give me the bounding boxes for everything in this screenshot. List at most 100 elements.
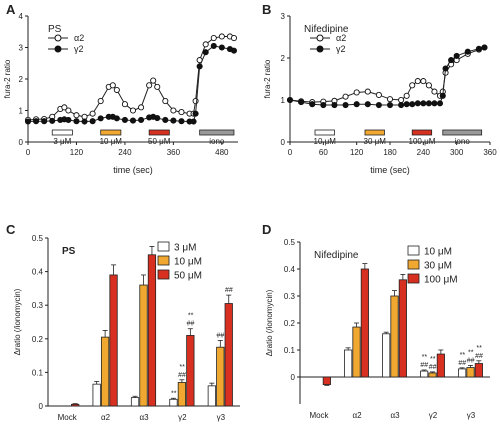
x-tick-label: 240 xyxy=(118,148,132,157)
data-point xyxy=(162,116,169,123)
stimulus-label: iono xyxy=(209,137,225,146)
data-point xyxy=(464,48,471,55)
data-point xyxy=(65,107,72,114)
data-point xyxy=(436,100,444,107)
data-point xyxy=(89,118,96,125)
bar xyxy=(207,385,216,407)
y-tick-label: 0.1 xyxy=(32,368,44,377)
stimulus-bar xyxy=(314,129,335,136)
data-point xyxy=(65,116,72,123)
data-point xyxy=(403,92,410,99)
legend-marker xyxy=(316,45,324,53)
data-point xyxy=(218,44,225,51)
stimulus-label: 50 μM xyxy=(148,137,171,146)
x-tick-label: 360 xyxy=(167,148,181,157)
legend-marker xyxy=(316,34,324,42)
x-tick-label: 120 xyxy=(350,148,364,157)
data-point xyxy=(89,110,96,117)
data-point xyxy=(97,98,104,105)
bar xyxy=(224,303,233,407)
panel-letter: C xyxy=(6,222,16,237)
bar xyxy=(139,284,148,407)
data-point xyxy=(170,107,177,114)
data-point xyxy=(121,101,128,108)
data-point xyxy=(420,100,427,107)
bar xyxy=(109,274,118,407)
bar xyxy=(466,367,475,378)
bar xyxy=(186,335,195,407)
stimulus-label: 10 μM xyxy=(100,137,123,146)
y-tick-label: 0.5 xyxy=(284,238,296,247)
data-point xyxy=(286,96,294,104)
data-point xyxy=(448,57,455,64)
data-point xyxy=(409,82,416,89)
data-point xyxy=(353,89,360,96)
x-tick-label: 60 xyxy=(319,148,328,157)
data-point xyxy=(210,35,217,42)
data-point xyxy=(146,82,153,89)
significance-label: ## xyxy=(186,321,194,328)
y-tick-label: 0 xyxy=(281,138,286,147)
bar xyxy=(100,336,110,407)
data-point xyxy=(178,118,185,125)
x-tick-label: 180 xyxy=(383,148,397,157)
significance-label: ## xyxy=(458,360,466,367)
data-point xyxy=(218,33,225,40)
data-point xyxy=(398,101,405,109)
panel-D: D Nifedipine 0 0.1 0.2 0.3 0.4 0.5 Δratio (/iono… xyxy=(262,222,490,420)
legend-label: γ2 xyxy=(74,44,84,54)
data-point xyxy=(309,101,316,108)
data-point xyxy=(210,42,217,49)
bar xyxy=(398,279,407,378)
significance-label: ** xyxy=(430,356,436,363)
category-label: γ2 xyxy=(178,413,187,422)
legend-label: α2 xyxy=(74,33,84,43)
bar xyxy=(420,370,429,378)
bar xyxy=(352,326,361,378)
stimulus-bar xyxy=(148,129,170,136)
data-point xyxy=(178,109,185,116)
significance-label: ** xyxy=(476,345,482,352)
data-point xyxy=(24,118,32,125)
y-axis-label: fura-2 ratio xyxy=(263,59,272,98)
data-point xyxy=(113,86,120,94)
stimulus-label: 3 μM xyxy=(53,137,71,146)
bar xyxy=(458,368,467,378)
data-point xyxy=(202,49,209,56)
panel-letter: D xyxy=(262,222,271,237)
data-point xyxy=(364,101,371,108)
significance-label: ** xyxy=(179,364,185,371)
legend-label: 100 μM xyxy=(424,275,458,286)
category-label: Mock xyxy=(309,411,329,420)
data-point xyxy=(192,110,199,117)
panel-letter: B xyxy=(262,2,271,17)
x-axis-label: time (sec) xyxy=(370,165,410,175)
data-point xyxy=(342,93,349,100)
data-point xyxy=(320,101,327,109)
significance-label: ## xyxy=(467,357,475,364)
data-point xyxy=(331,101,338,109)
legend-marker xyxy=(54,45,62,53)
data-point xyxy=(121,116,128,123)
y-tick-label: 0.2 xyxy=(32,335,44,344)
y-tick-label: 0 xyxy=(291,373,296,382)
significance-label: ** xyxy=(459,352,465,359)
panel-title: PS xyxy=(62,246,76,257)
category-label: α2 xyxy=(352,411,362,420)
data-point xyxy=(109,82,116,89)
y-tick-label: 3 xyxy=(19,44,24,53)
legend-swatch xyxy=(157,241,170,252)
bar xyxy=(130,397,140,407)
bar xyxy=(71,403,80,407)
data-point xyxy=(138,104,145,111)
data-point xyxy=(481,44,488,51)
stimulus-bar xyxy=(100,129,122,136)
data-point xyxy=(138,116,145,123)
y-tick-label: 1 xyxy=(19,107,24,116)
y-tick-label: 0 xyxy=(19,138,24,147)
data-point xyxy=(442,65,449,72)
data-point xyxy=(409,101,416,108)
y-tick-label: 0.2 xyxy=(284,319,296,328)
significance-label: ## xyxy=(475,353,483,360)
bar xyxy=(92,383,101,407)
